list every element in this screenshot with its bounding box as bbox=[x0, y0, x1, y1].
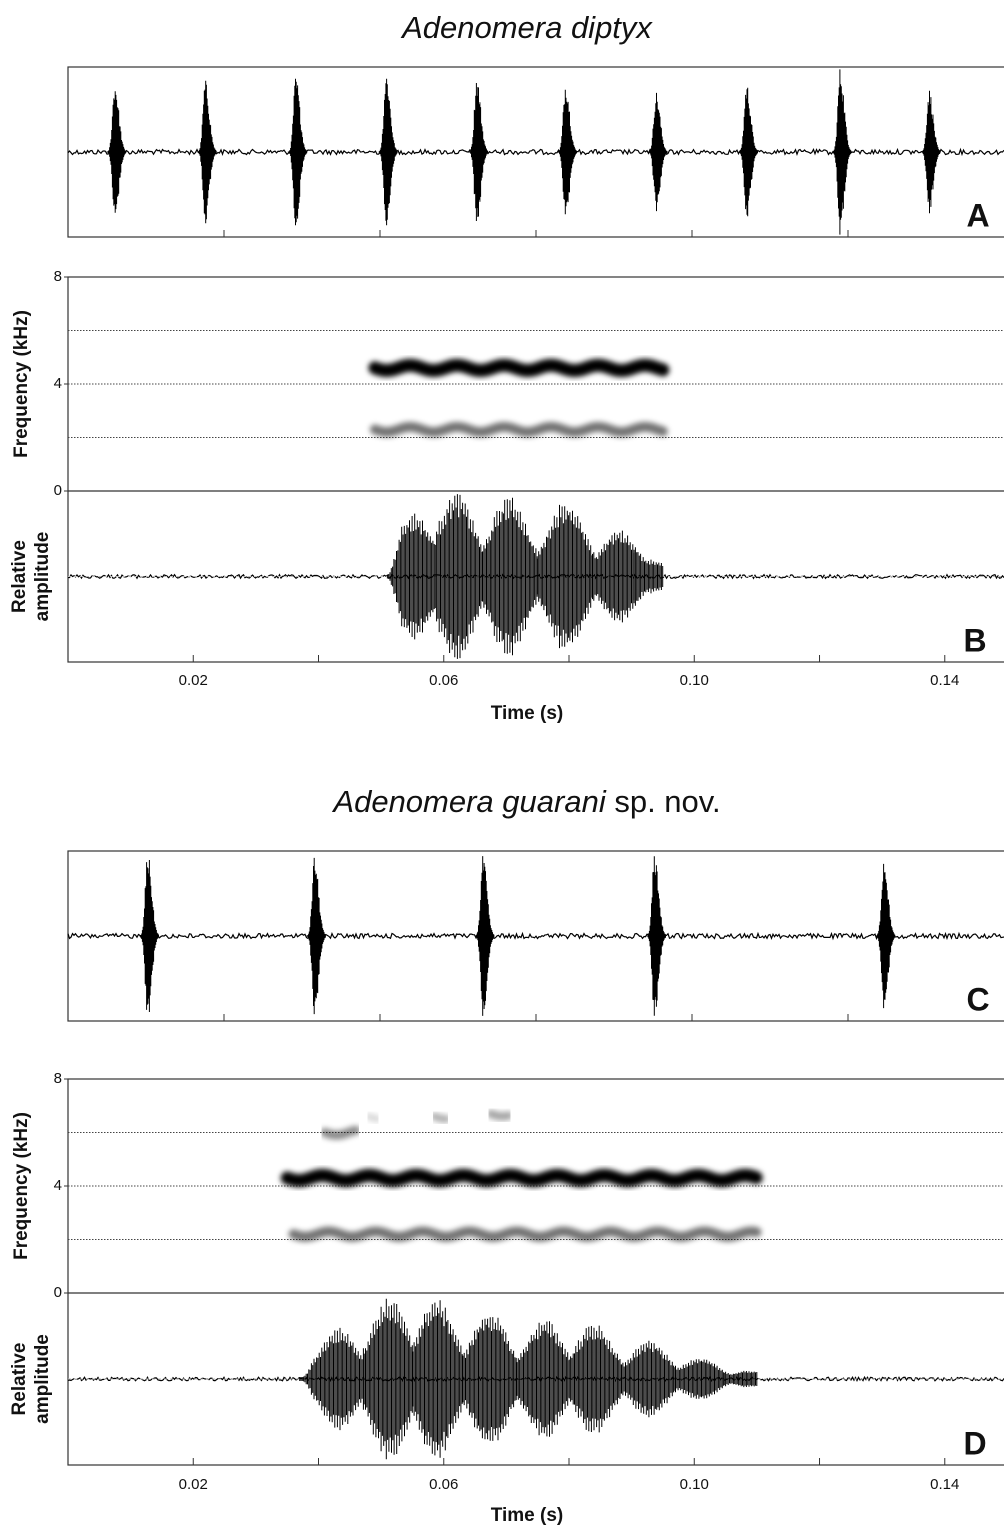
amplitude-lobe bbox=[462, 1317, 517, 1441]
y-axis-label: Frequency (kHz) bbox=[11, 1112, 32, 1260]
x-tick-label: 0.06 bbox=[429, 672, 458, 689]
pulse bbox=[306, 857, 326, 1015]
amplitude-lobe bbox=[723, 1370, 758, 1388]
y-tick-label: 0 bbox=[54, 482, 62, 499]
amplitude-lobe bbox=[536, 504, 593, 649]
amplitude-lobe bbox=[673, 1359, 725, 1399]
panel-frame bbox=[67, 1078, 1004, 1466]
panel-letter: C bbox=[966, 981, 989, 1017]
amplitude-lobe bbox=[621, 1340, 675, 1418]
x-tick-label: 0.10 bbox=[680, 672, 709, 689]
amplitude-lobe bbox=[299, 1327, 364, 1431]
pulse bbox=[287, 78, 308, 226]
y-axis-label: Frequency (kHz) bbox=[11, 310, 32, 458]
pulse bbox=[557, 89, 577, 215]
amplitude-lobe bbox=[516, 1321, 570, 1437]
pulse bbox=[196, 80, 217, 224]
x-tick-label: 0.14 bbox=[930, 1476, 959, 1493]
amplitude-lobe bbox=[412, 1300, 463, 1458]
y-tick-label: 4 bbox=[54, 375, 62, 392]
pulse bbox=[647, 92, 668, 212]
harmonic-band bbox=[280, 1168, 763, 1188]
amplitude-axis-label: Relative bbox=[9, 540, 30, 613]
x-tick-label: 0.10 bbox=[680, 1476, 709, 1493]
x-tick-label: 0.06 bbox=[429, 1476, 458, 1493]
pulse bbox=[920, 90, 941, 214]
pulse bbox=[139, 860, 159, 1012]
x-axis-label: Time (s) bbox=[491, 1505, 564, 1526]
amplitude-lobe bbox=[363, 1298, 413, 1460]
y-tick-label: 8 bbox=[54, 1070, 62, 1087]
chart-title: Adenomera guarani sp. nov. bbox=[331, 784, 720, 819]
harmonic-band bbox=[486, 1109, 513, 1121]
pulse bbox=[106, 91, 127, 213]
panel-letter: A bbox=[966, 197, 989, 233]
harmonic-band bbox=[288, 1226, 762, 1242]
y-tick-label: 8 bbox=[54, 268, 62, 285]
x-tick-label: 0.02 bbox=[179, 1476, 208, 1493]
harmonic-band bbox=[430, 1112, 451, 1124]
y-tick-label: 0 bbox=[54, 1284, 62, 1301]
noise-baseline bbox=[67, 931, 1004, 941]
panel-frame bbox=[67, 276, 1004, 663]
amplitude-lobe bbox=[633, 547, 664, 606]
panel-frame bbox=[67, 850, 1004, 1022]
pulse bbox=[646, 856, 666, 1016]
amplitude-lobe bbox=[568, 1325, 622, 1433]
y-tick-label: 4 bbox=[54, 1177, 62, 1194]
panel-letter: D bbox=[963, 1425, 986, 1461]
harmonic-band bbox=[369, 421, 668, 438]
harmonic-band bbox=[365, 1112, 382, 1123]
x-tick-label: 0.14 bbox=[930, 672, 959, 689]
x-tick-label: 0.02 bbox=[179, 672, 208, 689]
title-species: Adenomera guarani bbox=[331, 784, 606, 819]
title-species: Adenomera diptyx bbox=[400, 10, 653, 45]
x-axis-label: Time (s) bbox=[491, 703, 564, 724]
harmonic-band bbox=[368, 358, 670, 377]
chart-title: Adenomera diptyx bbox=[400, 10, 653, 45]
amplitude-lobe bbox=[482, 497, 538, 656]
amplitude-axis-label: amplitude bbox=[32, 1334, 53, 1424]
pulse bbox=[377, 78, 398, 226]
title-note: sp. nov. bbox=[614, 784, 720, 819]
amplitude-lobe bbox=[592, 530, 635, 623]
pulse bbox=[738, 87, 758, 217]
pulse bbox=[468, 83, 489, 221]
amplitude-axis-label: Relative bbox=[9, 1343, 30, 1416]
pulse bbox=[831, 69, 852, 235]
pulse bbox=[875, 863, 896, 1009]
harmonic-band bbox=[320, 1125, 361, 1140]
pulse bbox=[474, 856, 495, 1016]
amplitude-lobe bbox=[386, 513, 435, 640]
panel-letter: B bbox=[963, 622, 986, 658]
amplitude-lobe bbox=[434, 494, 483, 659]
amplitude-axis-label: amplitude bbox=[32, 532, 53, 622]
